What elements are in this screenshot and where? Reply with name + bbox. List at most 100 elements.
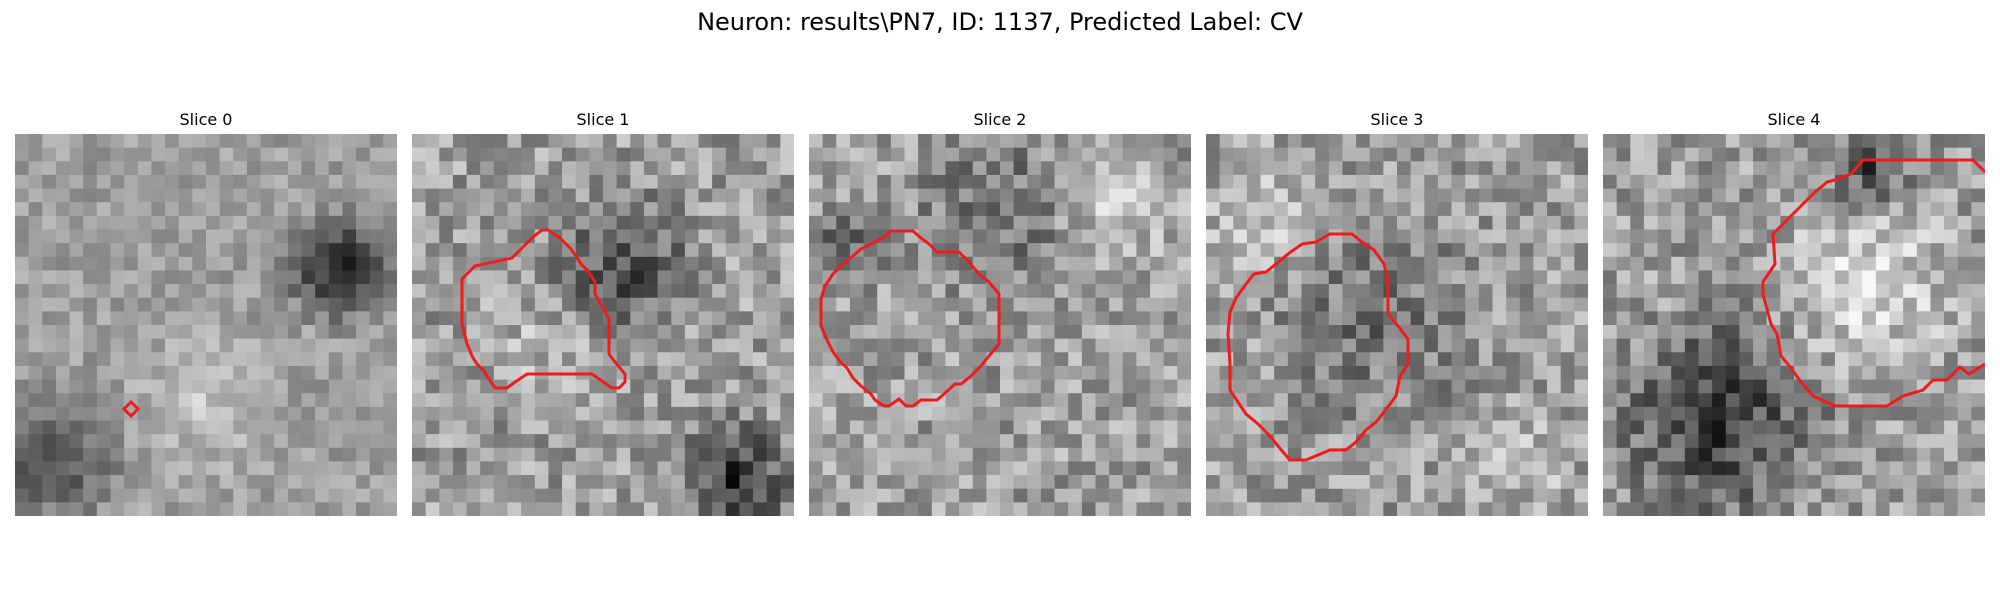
pixel-cell <box>1301 325 1316 340</box>
pixel-cell <box>1150 215 1165 231</box>
pixel-cell <box>1206 161 1221 176</box>
pixel-cell <box>684 134 700 149</box>
pixel-cell <box>1328 311 1344 326</box>
contour-outline <box>1226 232 1410 462</box>
pixel-cell <box>1630 134 1645 149</box>
pixel-cell <box>452 256 468 272</box>
pixel-cell <box>1437 134 1453 149</box>
pixel-cell <box>274 488 289 503</box>
pixel-cell <box>1971 215 1985 231</box>
pixel-cell <box>315 270 330 285</box>
pixel-cell <box>439 311 454 326</box>
pixel-cell <box>369 243 384 258</box>
pixel-cell <box>1903 229 1918 244</box>
pixel-cell <box>1684 406 1700 422</box>
pixel-cell <box>1027 379 1042 394</box>
pixel-cell <box>1725 475 1741 490</box>
pixel-cell <box>137 461 153 476</box>
pixel-cell <box>15 174 30 190</box>
pixel-cell <box>1163 270 1178 285</box>
pixel-cell <box>1862 147 1877 162</box>
pixel-cell <box>1533 420 1548 435</box>
pixel-cell <box>822 188 837 203</box>
pixel-cell <box>55 215 71 231</box>
pixel-cell <box>219 447 234 463</box>
pixel-cell <box>151 311 166 326</box>
pixel-cell <box>151 406 166 422</box>
pixel-cell <box>1834 379 1850 394</box>
contour-outline <box>1761 158 1985 408</box>
pixel-cell <box>165 174 180 190</box>
pixel-cell <box>1451 270 1466 285</box>
pixel-cell <box>1206 420 1221 435</box>
pixel-cell <box>1000 502 1015 516</box>
pixel-cell <box>1397 284 1412 299</box>
pixel-cell <box>507 174 522 190</box>
pixel-cell <box>918 174 933 190</box>
pixel-cell <box>480 434 495 449</box>
pixel-cell <box>342 379 357 394</box>
pixel-cell <box>42 434 57 449</box>
pixel-cell <box>493 325 509 340</box>
pixel-cell <box>1821 215 1836 231</box>
pixel-cell <box>83 475 98 490</box>
pixel-cell <box>657 393 672 408</box>
pixel-cell <box>315 174 330 190</box>
pixel-cell <box>548 488 563 503</box>
pixel-cell <box>356 338 371 353</box>
pixel-cell <box>1136 202 1151 217</box>
pixel-cell <box>1574 256 1588 272</box>
pixel-cell <box>439 188 454 203</box>
pixel-cell <box>1342 270 1357 285</box>
pixel-cell <box>1753 488 1768 503</box>
pixel-cell <box>1342 174 1357 190</box>
pixel-cell <box>753 420 768 435</box>
pixel-cell <box>1260 475 1275 490</box>
pixel-cell <box>1903 365 1918 381</box>
pixel-cell <box>1630 270 1645 285</box>
pixel-cell <box>712 188 727 203</box>
pixel-cell <box>356 379 371 394</box>
pixel-cell <box>1957 393 1972 408</box>
pixel-cell <box>15 161 30 176</box>
pixel-cell <box>972 134 987 149</box>
pixel-cell <box>1424 243 1439 258</box>
pixel-cell <box>1533 202 1548 217</box>
pixel-cell <box>1603 447 1618 463</box>
pixel-cell <box>342 325 357 340</box>
pixel-cell <box>877 352 892 367</box>
pixel-cell <box>369 420 384 435</box>
pixel-cell <box>1315 379 1330 394</box>
pixel-cell <box>315 379 330 394</box>
pixel-cell <box>1356 215 1371 231</box>
pixel-cell <box>657 202 672 217</box>
pixel-cell <box>1027 161 1042 176</box>
pixel-cell <box>1684 325 1700 340</box>
pixel-cell <box>1944 447 1959 463</box>
pixel-cell <box>712 406 727 422</box>
pixel-cell <box>1957 174 1972 190</box>
pixel-cell <box>1040 134 1056 149</box>
pixel-cell <box>1643 229 1659 244</box>
pixel-cell <box>137 284 153 299</box>
pixel-cell <box>1410 215 1425 231</box>
pixel-cell <box>1122 488 1138 503</box>
pixel-cell <box>1519 311 1535 326</box>
pixel-cell <box>1875 325 1891 340</box>
pixel-cell <box>1725 406 1741 422</box>
pixel-cell <box>493 174 509 190</box>
pixel-cell <box>1971 134 1985 149</box>
pixel-cell <box>1369 270 1384 285</box>
pixel-cell <box>192 365 207 381</box>
pixel-cell <box>1671 311 1686 326</box>
pixel-cell <box>178 161 193 176</box>
pixel-cell <box>1013 174 1028 190</box>
pixel-cell <box>562 461 577 476</box>
pixel-cell <box>124 475 139 490</box>
pixel-cell <box>1233 202 1248 217</box>
pixel-cell <box>698 202 713 217</box>
pixel-cell <box>725 202 741 217</box>
pixel-cell <box>521 147 536 162</box>
pixel-cell <box>849 229 865 244</box>
slice-image-0 <box>15 134 397 516</box>
